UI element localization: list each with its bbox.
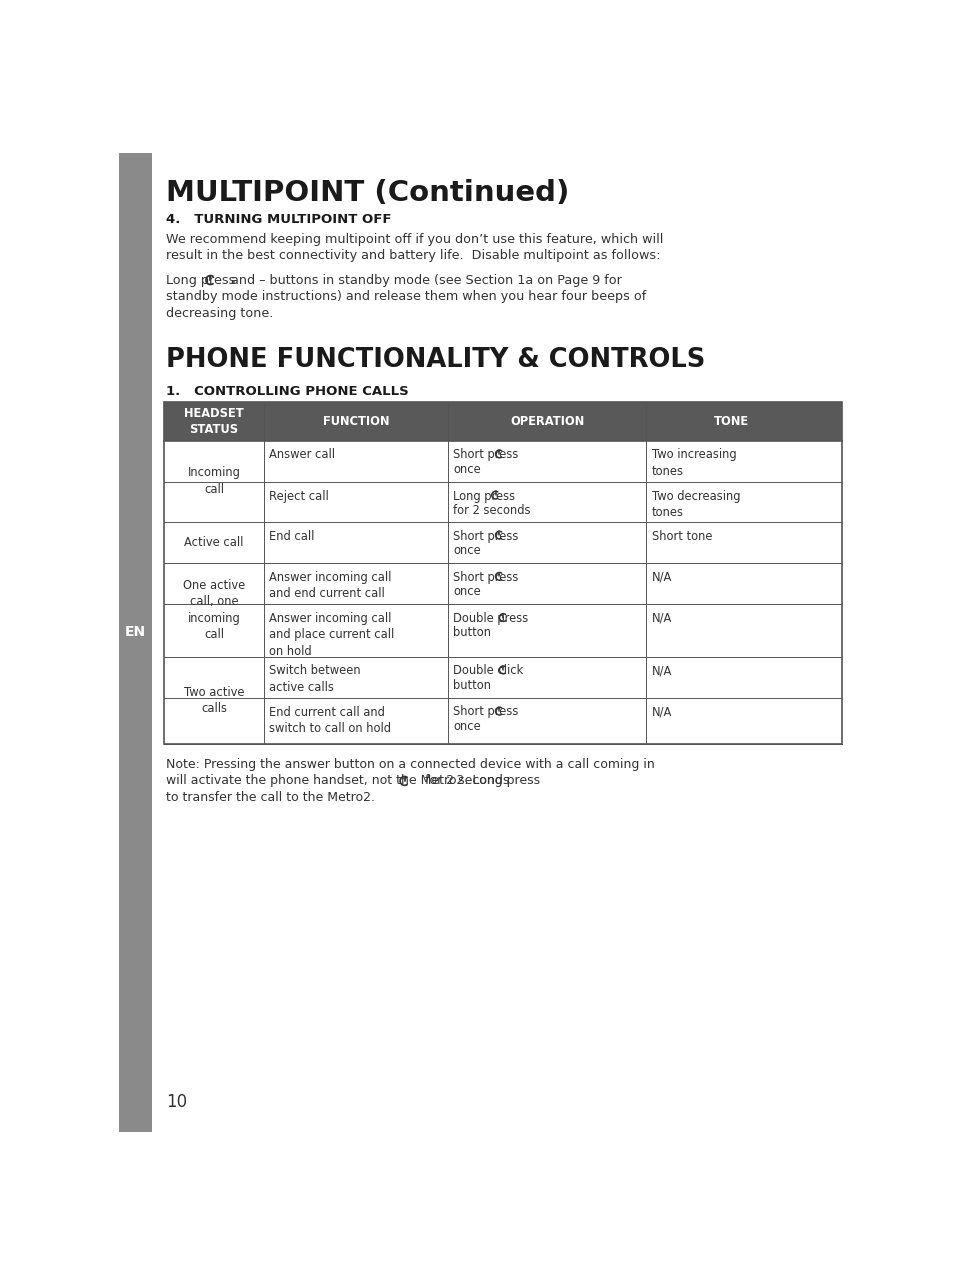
Text: Active call: Active call — [184, 536, 243, 550]
Text: Switch between
active calls: Switch between active calls — [269, 664, 360, 693]
Text: Note: Pressing the answer button on a connected device with a call coming in: Note: Pressing the answer button on a co… — [166, 758, 654, 771]
Text: once: once — [453, 544, 480, 557]
Bar — [164, 656, 841, 698]
Bar — [164, 522, 841, 563]
Text: once: once — [453, 585, 480, 598]
Text: OPERATION: OPERATION — [510, 415, 584, 427]
Text: for 2 seconds: for 2 seconds — [420, 775, 509, 787]
Text: Reject call: Reject call — [269, 490, 329, 502]
Text: 1.   CONTROLLING PHONE CALLS: 1. CONTROLLING PHONE CALLS — [166, 385, 408, 398]
Text: N/A: N/A — [651, 664, 672, 677]
Text: End current call and
switch to call on hold: End current call and switch to call on h… — [269, 706, 391, 735]
Bar — [164, 440, 841, 482]
Bar — [164, 563, 841, 604]
Text: Double press: Double press — [453, 612, 532, 625]
Text: Two increasing
tones: Two increasing tones — [651, 448, 736, 478]
Text: N/A: N/A — [651, 612, 672, 625]
Text: Two decreasing
tones: Two decreasing tones — [651, 490, 740, 519]
Text: 10: 10 — [166, 1093, 187, 1110]
Text: We recommend keeping multipoint off if you don’t use this feature, which will: We recommend keeping multipoint off if y… — [166, 233, 662, 245]
Text: FUNCTION: FUNCTION — [322, 415, 389, 427]
Text: One active
call, one
incoming
call: One active call, one incoming call — [183, 579, 245, 641]
Bar — [119, 153, 152, 1132]
Text: TONE: TONE — [714, 415, 749, 427]
Text: Short tone: Short tone — [651, 529, 712, 543]
Text: N/A: N/A — [651, 706, 672, 719]
Text: HEADSET
STATUS: HEADSET STATUS — [184, 407, 244, 436]
Text: Long press: Long press — [453, 490, 518, 502]
Text: 4.   TURNING MULTIPOINT OFF: 4. TURNING MULTIPOINT OFF — [166, 214, 391, 226]
Text: Short press: Short press — [453, 571, 522, 584]
Text: for 2 seconds: for 2 seconds — [453, 504, 531, 516]
Text: result in the best connectivity and battery life.  Disable multipoint as follows: result in the best connectivity and batt… — [166, 249, 659, 262]
Bar — [164, 698, 841, 744]
Text: Answer incoming call
and place current call
on hold: Answer incoming call and place current c… — [269, 612, 394, 658]
Text: End call: End call — [269, 529, 314, 543]
Text: to transfer the call to the Metro2.: to transfer the call to the Metro2. — [166, 791, 375, 804]
Text: EN: EN — [125, 625, 146, 639]
Text: Two active
calls: Two active calls — [184, 686, 244, 715]
Text: Incoming
call: Incoming call — [188, 467, 240, 496]
Bar — [164, 402, 841, 440]
Text: will activate the phone handset, not the Metro2. Long press: will activate the phone handset, not the… — [166, 775, 543, 787]
Text: Answer call: Answer call — [269, 448, 335, 462]
Text: Answer incoming call
and end current call: Answer incoming call and end current cal… — [269, 571, 391, 600]
Text: button: button — [453, 678, 491, 692]
Text: button: button — [453, 626, 491, 640]
Bar — [164, 604, 841, 656]
Text: standby mode instructions) and release them when you hear four beeps of: standby mode instructions) and release t… — [166, 290, 645, 303]
Text: once: once — [453, 463, 480, 476]
Text: decreasing tone.: decreasing tone. — [166, 307, 273, 319]
Text: and – buttons in standby mode (see Section 1a on Page 9 for: and – buttons in standby mode (see Secti… — [227, 273, 621, 286]
Text: Long press: Long press — [166, 273, 239, 286]
Text: MULTIPOINT (Continued): MULTIPOINT (Continued) — [166, 179, 569, 207]
Bar — [164, 402, 841, 744]
Text: Short press: Short press — [453, 706, 522, 719]
Text: Short press: Short press — [453, 529, 522, 543]
Text: once: once — [453, 720, 480, 733]
Text: Short press: Short press — [453, 448, 522, 462]
Text: Double click: Double click — [453, 664, 527, 677]
Bar — [164, 482, 841, 522]
Text: PHONE FUNCTIONALITY & CONTROLS: PHONE FUNCTIONALITY & CONTROLS — [166, 347, 704, 373]
Text: N/A: N/A — [651, 571, 672, 584]
